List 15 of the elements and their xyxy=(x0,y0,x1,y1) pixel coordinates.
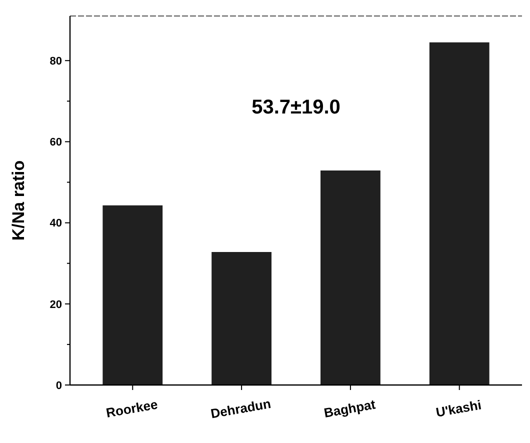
bar xyxy=(102,205,163,385)
bar xyxy=(320,170,380,385)
y-tick-label: 80 xyxy=(50,55,62,68)
y-tick-label: 60 xyxy=(50,136,62,149)
y-tick-label: 40 xyxy=(50,218,62,230)
y-tick-label: 20 xyxy=(50,298,62,311)
bar xyxy=(212,252,272,385)
x-tick-label: U'kashi xyxy=(434,397,482,420)
x-tick-label: Dehradun xyxy=(210,396,272,422)
y-tick-label: 0 xyxy=(56,380,62,392)
x-tick-label: Baghpat xyxy=(322,396,378,420)
bar xyxy=(429,42,490,385)
annotation: 53.7±19.0 xyxy=(252,96,340,119)
x-tick-label: Roorkee xyxy=(104,396,159,420)
y-axis-title: K/Na ratio xyxy=(9,160,28,241)
